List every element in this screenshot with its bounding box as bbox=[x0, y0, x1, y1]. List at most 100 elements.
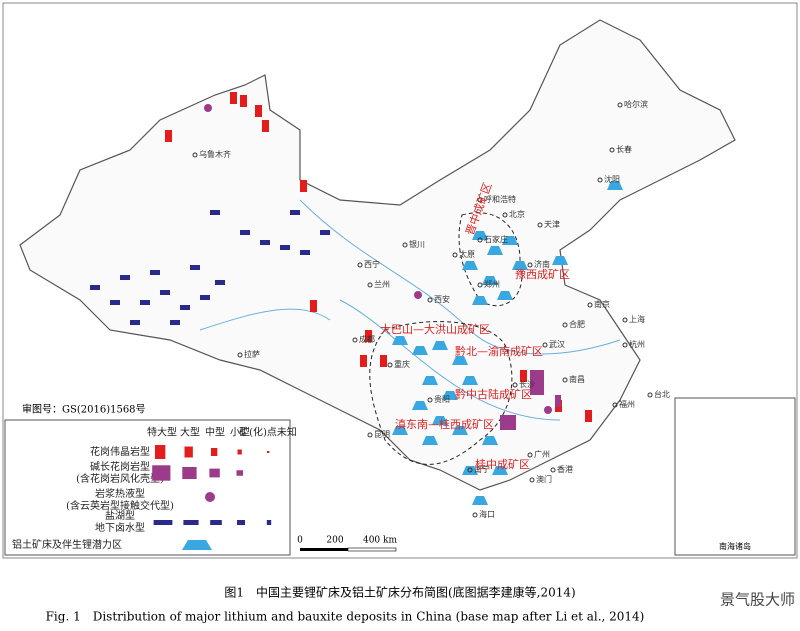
city-marker bbox=[562, 322, 568, 328]
city-marker bbox=[537, 222, 543, 228]
city-label: 乌鲁木齐 bbox=[199, 149, 231, 159]
bauxite-zone bbox=[472, 496, 488, 505]
city-marker bbox=[529, 477, 535, 483]
city-label: 天津 bbox=[544, 219, 560, 229]
city-marker bbox=[502, 212, 508, 218]
city-marker bbox=[427, 297, 433, 303]
lithium-granite bbox=[500, 415, 516, 430]
bauxite-zone bbox=[452, 356, 468, 365]
salt-lake bbox=[180, 305, 190, 310]
inset-title: 南海诸岛 bbox=[719, 541, 751, 551]
salt-lake bbox=[260, 240, 270, 245]
salt-lake bbox=[290, 210, 300, 215]
bauxite-zone bbox=[422, 436, 438, 445]
lithium-hydrothermal bbox=[204, 104, 212, 112]
city-label: 成都 bbox=[359, 334, 375, 344]
city-label: 太原 bbox=[459, 249, 475, 259]
salt-lake bbox=[140, 300, 150, 305]
city-label: 澳门 bbox=[536, 474, 552, 484]
salt-lake bbox=[130, 320, 140, 325]
city-marker bbox=[622, 317, 628, 323]
salt-lake bbox=[215, 280, 225, 285]
city-marker bbox=[367, 282, 373, 288]
legend-symbol bbox=[237, 449, 242, 455]
city-label: 济南 bbox=[534, 259, 550, 269]
city-marker bbox=[452, 252, 458, 258]
region-label: 黔中古陆成矿区 bbox=[455, 387, 532, 401]
legend-header: 矿(化)点未知 bbox=[239, 426, 297, 439]
salt-lake bbox=[190, 265, 200, 270]
legend-symbol bbox=[267, 451, 270, 453]
city-label: 重庆 bbox=[394, 359, 410, 369]
city-label: 西宁 bbox=[364, 259, 380, 269]
bauxite-zone bbox=[552, 256, 568, 265]
salt-lake bbox=[240, 230, 250, 235]
scale-label: 400 km bbox=[363, 536, 397, 546]
city-marker bbox=[647, 392, 653, 398]
city-marker bbox=[527, 452, 533, 458]
city-label: 香港 bbox=[557, 464, 573, 474]
region-label: 滇东南—桂西成矿区 bbox=[395, 417, 494, 431]
salt-lake bbox=[210, 210, 220, 215]
caption-chinese: 图1 中国主要锂矿床及铝土矿床分布简图(底图据李建康等,2014) bbox=[224, 585, 575, 600]
bauxite-zone bbox=[512, 261, 528, 270]
city-label: 贵阳 bbox=[434, 394, 450, 404]
bauxite-zone bbox=[422, 376, 438, 385]
salt-lake bbox=[320, 230, 330, 235]
scale-label: 200 bbox=[326, 536, 343, 546]
city-marker bbox=[387, 362, 393, 368]
lithium-hydrothermal bbox=[414, 291, 422, 299]
city-label: 广州 bbox=[534, 449, 550, 459]
bauxite-zone bbox=[482, 436, 498, 445]
bauxite-zone bbox=[497, 291, 513, 300]
lithium-pegmatite bbox=[262, 120, 269, 132]
region-label: 桂中成矿区 bbox=[475, 457, 530, 471]
salt-lake bbox=[200, 295, 210, 300]
city-label: 杭州 bbox=[629, 339, 645, 349]
legend-header: 中型 bbox=[205, 426, 225, 439]
lithium-pegmatite bbox=[585, 410, 592, 422]
lithium-pegmatite bbox=[255, 105, 262, 117]
city-label: 上海 bbox=[629, 314, 645, 324]
salt-lake bbox=[170, 320, 180, 325]
bauxite-zone bbox=[432, 341, 448, 350]
lithium-pegmatite bbox=[165, 130, 172, 142]
bauxite-zone bbox=[472, 296, 488, 305]
city-label: 南宁 bbox=[474, 464, 490, 474]
city-marker bbox=[352, 337, 358, 343]
city-label: 哈尔滨 bbox=[624, 99, 648, 109]
legend-symbol bbox=[155, 445, 166, 459]
city-marker bbox=[512, 382, 518, 388]
city-marker bbox=[357, 262, 363, 268]
legend-label: 铝土矿床及伴生锂潜力区 bbox=[12, 538, 122, 551]
salt-lake bbox=[160, 290, 170, 295]
salt-lake bbox=[300, 250, 310, 255]
legend-header: 特大型 bbox=[147, 426, 177, 439]
city-marker bbox=[527, 262, 533, 268]
salt-lake bbox=[110, 300, 120, 305]
city-label: 长沙 bbox=[519, 379, 535, 389]
legend-symbol bbox=[182, 540, 212, 550]
bauxite-zone bbox=[462, 261, 478, 270]
city-marker bbox=[477, 197, 483, 203]
bauxite-zone bbox=[392, 336, 408, 345]
lithium-pegmatite bbox=[310, 300, 317, 312]
legend-symbol bbox=[182, 466, 197, 480]
bauxite-zone bbox=[452, 426, 468, 435]
salt-lake bbox=[120, 275, 130, 280]
city-marker bbox=[472, 512, 478, 518]
legend-label: 碱长花岗岩型(含花岗岩风化壳型) bbox=[76, 460, 164, 485]
city-marker bbox=[467, 467, 473, 473]
legend-symbol bbox=[237, 520, 245, 525]
city-marker bbox=[617, 102, 623, 108]
legend-label: 盐湖型地下卤水型 bbox=[95, 509, 145, 534]
city-marker bbox=[477, 237, 483, 243]
legend-symbol bbox=[209, 468, 220, 478]
lithium-pegmatite bbox=[240, 95, 247, 107]
lithium-pegmatite bbox=[365, 330, 372, 342]
metallogenic-zones bbox=[369, 212, 523, 465]
legend-symbol bbox=[205, 492, 215, 502]
city-marker bbox=[550, 467, 556, 473]
bauxite-zone bbox=[412, 346, 428, 355]
scale-bar bbox=[300, 547, 397, 552]
